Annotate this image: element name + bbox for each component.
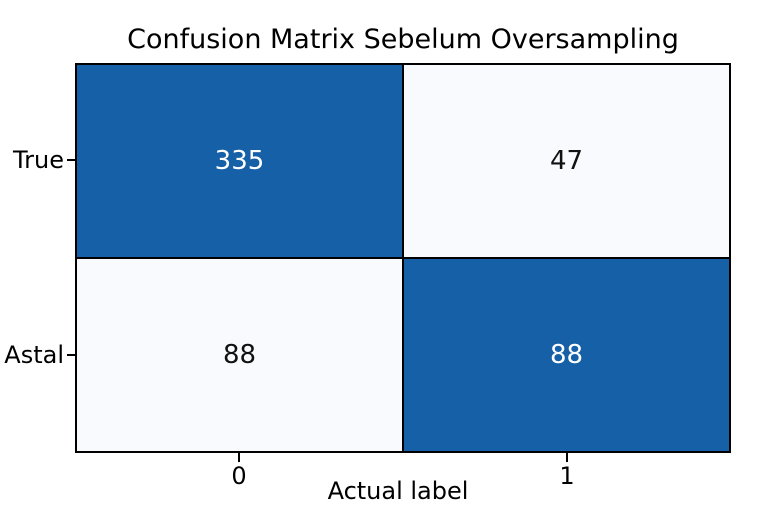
chart-title: Confusion Matrix Sebelum Oversampling bbox=[127, 24, 679, 55]
y-tick-label-row0: True bbox=[13, 146, 64, 174]
matrix-cell-r1c0: 88 bbox=[77, 259, 402, 451]
x-tick-mark-col1 bbox=[566, 453, 568, 462]
matrix-cell-r1c1: 88 bbox=[404, 259, 729, 451]
y-tick-mark-row0 bbox=[67, 159, 76, 161]
matrix-cell-r0c1: 47 bbox=[404, 65, 729, 257]
matrix-plot-area: 335 47 88 88 bbox=[75, 63, 731, 453]
x-tick-label-col0: 0 bbox=[231, 462, 247, 490]
y-tick-mark-row1 bbox=[67, 354, 76, 356]
x-axis-label: Actual label bbox=[327, 477, 469, 505]
x-tick-label-col1: 1 bbox=[559, 462, 575, 490]
x-tick-mark-col0 bbox=[238, 453, 240, 462]
cell-value: 88 bbox=[549, 340, 584, 370]
cell-value: 47 bbox=[549, 146, 584, 176]
y-tick-label-row1: Astal bbox=[4, 341, 64, 369]
cell-value: 88 bbox=[222, 340, 257, 370]
matrix-cell-r0c0: 335 bbox=[77, 65, 402, 257]
cell-value: 335 bbox=[214, 146, 265, 176]
